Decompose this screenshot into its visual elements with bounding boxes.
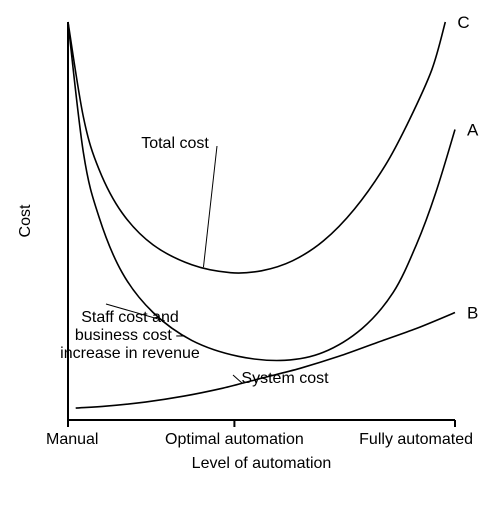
curve-callout-a: business cost – bbox=[75, 327, 185, 344]
x-tick-label: Fully automated bbox=[359, 431, 473, 448]
automation-cost-chart: A B C Manual Optimal automation Fully automat… bbox=[0, 0, 500, 506]
curve-endlabel-c: C bbox=[457, 13, 469, 32]
curve-callout-a: increase in revenue bbox=[60, 345, 200, 362]
curve-endlabel-b: B bbox=[467, 304, 478, 323]
curve-callout-b: System cost bbox=[241, 370, 329, 387]
curve-c bbox=[68, 22, 445, 273]
x-tick-label: Optimal automation bbox=[165, 431, 304, 448]
curve-endlabel-a: A bbox=[467, 120, 479, 139]
leader-line bbox=[203, 146, 217, 267]
y-axis-label: Cost bbox=[17, 204, 34, 237]
x-axis-label: Level of automation bbox=[192, 455, 332, 472]
curve-callout-c: Total cost bbox=[141, 135, 209, 152]
curve-callout-a: Staff cost and bbox=[81, 309, 179, 326]
x-tick-label: Manual bbox=[46, 431, 98, 448]
